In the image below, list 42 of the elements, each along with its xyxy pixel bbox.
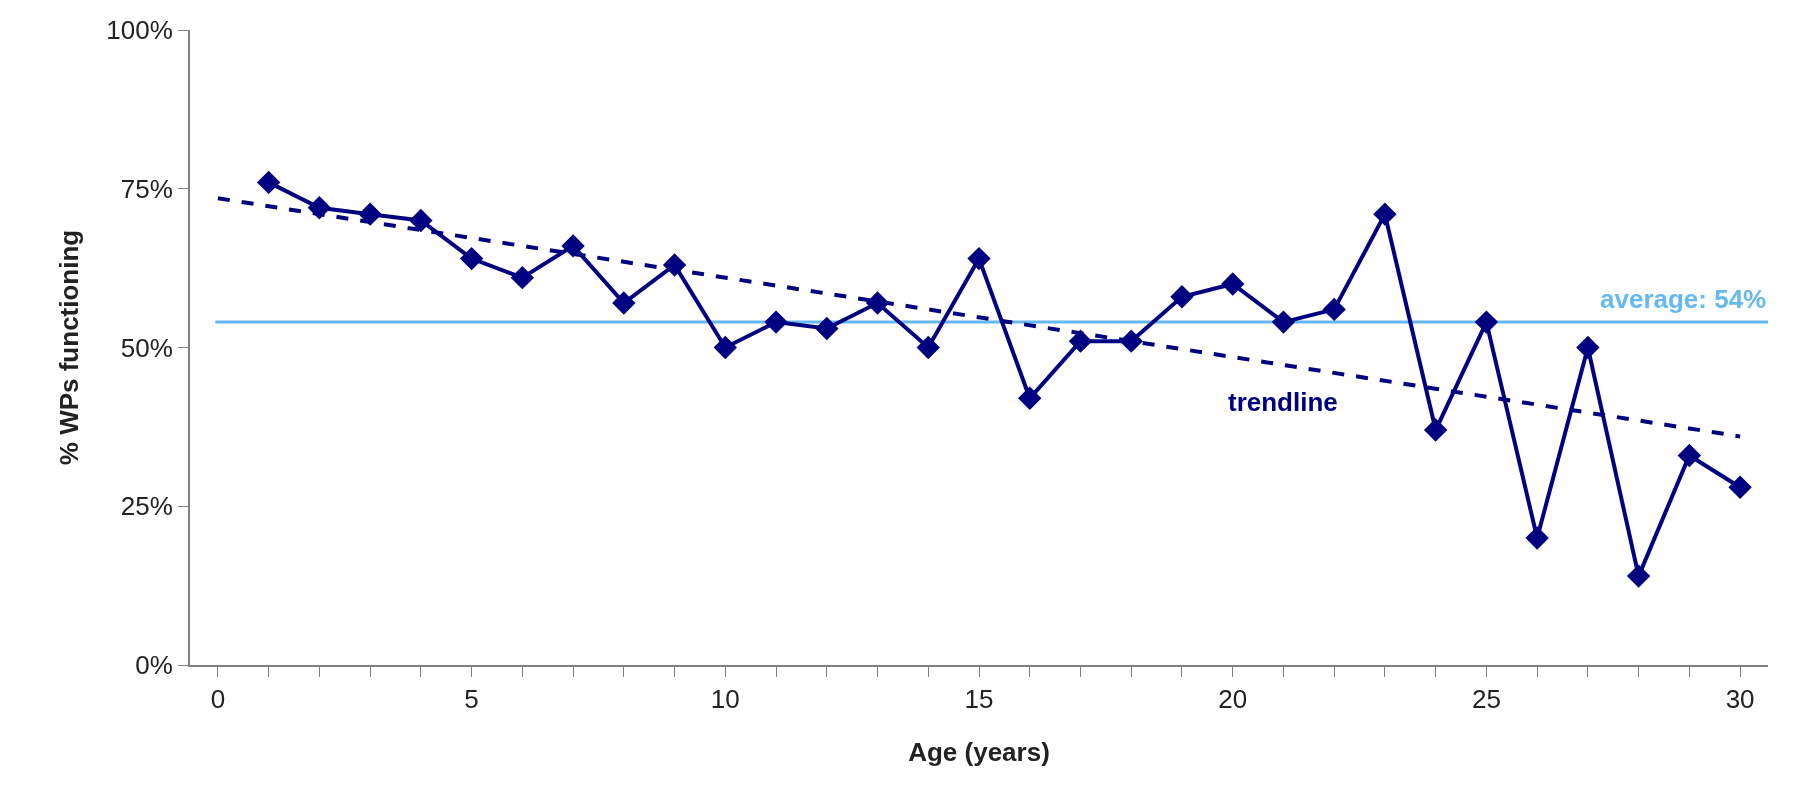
point — [815, 316, 839, 341]
point — [916, 335, 940, 360]
x-tick-label: 30 — [1725, 684, 1755, 715]
point — [1423, 418, 1448, 442]
x-axis-title: Age (years) — [908, 737, 1050, 768]
y-tick-label: 75% — [120, 173, 173, 204]
point — [1373, 202, 1397, 226]
point — [713, 335, 737, 360]
x-tick-label: 15 — [964, 684, 994, 715]
point — [409, 208, 433, 233]
point — [1018, 386, 1042, 410]
y-axis-title: % WPs functioning — [54, 229, 85, 466]
point — [1576, 335, 1600, 360]
ref-line-label: average: 54% — [1600, 284, 1767, 314]
point — [764, 310, 788, 334]
y-tick-label: 0% — [135, 650, 173, 681]
point — [1474, 310, 1499, 334]
series-label: trendline — [1228, 387, 1338, 417]
point — [1728, 475, 1752, 499]
x-tick-label: 0 — [210, 684, 226, 715]
point — [1271, 310, 1296, 334]
point — [256, 170, 281, 195]
point — [561, 234, 585, 258]
point — [1677, 443, 1702, 468]
x-tick-label: 20 — [1218, 684, 1248, 715]
x-tick-label: 25 — [1471, 684, 1501, 715]
point — [510, 265, 535, 290]
point — [865, 291, 890, 315]
point — [1221, 272, 1245, 296]
x-tick-label: 10 — [710, 684, 740, 715]
point — [1322, 297, 1346, 322]
x-tick-label: 5 — [464, 684, 479, 715]
point — [459, 246, 484, 271]
y-tick-label: 50% — [120, 332, 173, 363]
y-tick-label: 25% — [120, 491, 173, 522]
point — [1525, 526, 1549, 550]
point — [612, 291, 636, 315]
point — [1068, 329, 1093, 353]
point — [1170, 285, 1194, 309]
point — [1626, 564, 1651, 588]
point — [967, 246, 991, 271]
y-tick-label: 100% — [106, 15, 173, 46]
